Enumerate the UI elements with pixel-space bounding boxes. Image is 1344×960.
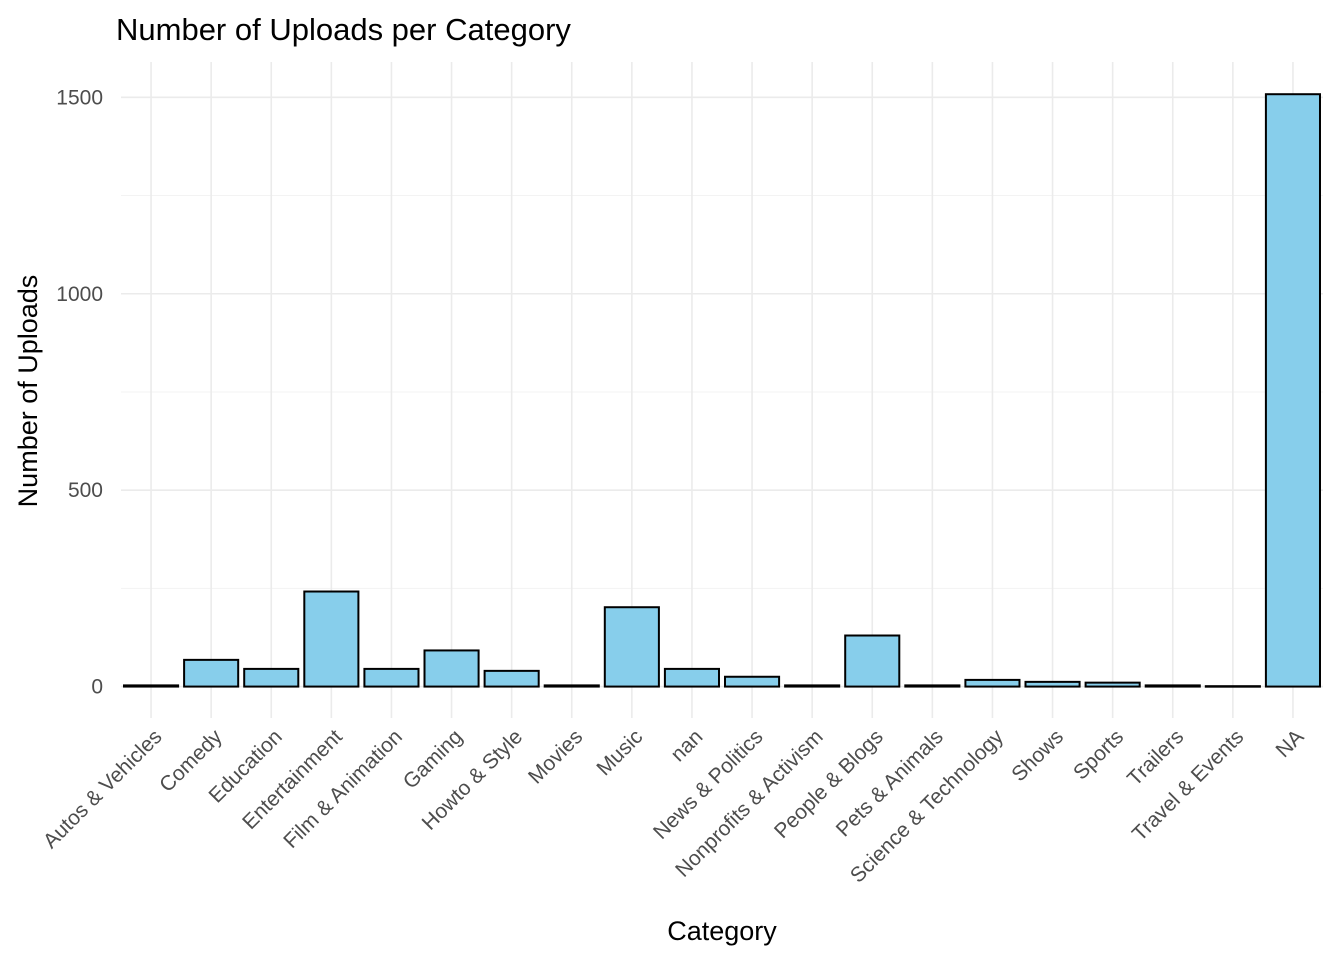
bar — [1264, 93, 1321, 688]
bar — [663, 667, 720, 688]
x-tick-label: Pets & Animals — [832, 725, 948, 841]
y-tick-label: 1500 — [56, 86, 103, 109]
y-axis-tick-labels: 0 500 1000 1500 — [56, 86, 103, 698]
bar — [1204, 685, 1261, 688]
bar — [243, 667, 300, 688]
x-tick-label: NA — [1272, 725, 1309, 762]
x-axis-title: Category — [667, 916, 777, 946]
x-tick-label: Music — [592, 725, 647, 780]
x-tick-label: Shows — [1007, 725, 1068, 786]
bar — [1084, 681, 1141, 688]
y-tick-label: 1000 — [56, 283, 103, 306]
bar — [784, 684, 841, 688]
grid-lines — [121, 62, 1323, 718]
bar — [1144, 684, 1201, 688]
x-tick-label: Travel & Events — [1128, 725, 1249, 846]
x-tick-label: Sports — [1069, 725, 1128, 784]
y-axis-title: Number of Uploads — [13, 275, 43, 508]
bar — [724, 675, 781, 688]
x-tick-label: People & Blogs — [770, 725, 888, 843]
x-tick-label: Autos & Vehicles — [39, 725, 167, 853]
bar — [123, 684, 180, 688]
bar — [423, 649, 480, 688]
bar — [844, 634, 901, 688]
bar — [363, 667, 420, 688]
bar-group — [123, 93, 1321, 688]
bar — [183, 658, 240, 688]
bar — [1024, 680, 1081, 688]
x-tick-label: Movies — [524, 725, 587, 788]
bar — [603, 606, 660, 688]
x-axis-tick-labels: Autos & VehiclesComedyEducationEntertain… — [39, 725, 1309, 887]
y-tick-label: 0 — [91, 676, 103, 699]
bar — [483, 669, 540, 688]
y-tick-label: 500 — [68, 479, 103, 502]
x-tick-label: nan — [666, 725, 707, 766]
bar — [543, 684, 600, 688]
chart-title: Number of Uploads per Category — [116, 12, 571, 47]
bar — [904, 684, 961, 688]
bar — [303, 590, 360, 688]
x-tick-label: News & Politics — [649, 725, 768, 844]
bar — [964, 678, 1021, 688]
